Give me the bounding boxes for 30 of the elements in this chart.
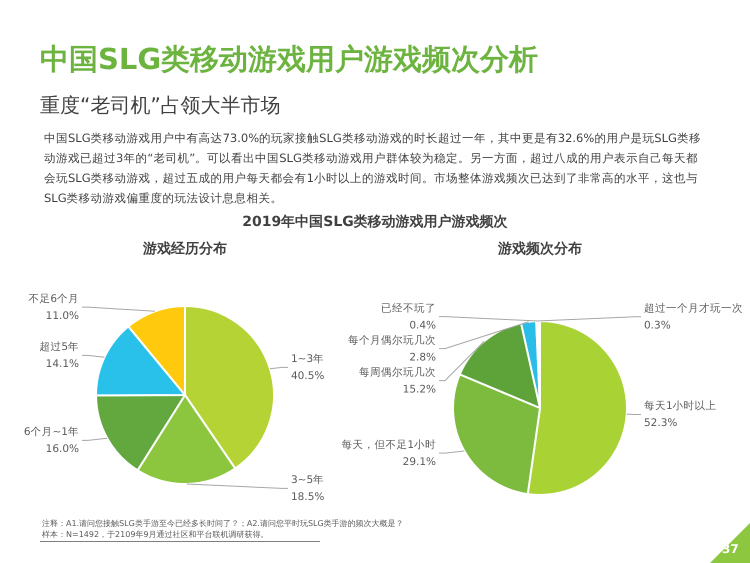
text: 重度“老司机”占领大半市场 — [40, 92, 281, 119]
data-label: 0.4% — [409, 319, 436, 332]
data-label: 15.2% — [402, 383, 436, 396]
text: 中国SLG类移动游戏用户中有高达73.0%的玩家接触SLG类移动游戏的时长超过一年，其中更是有32.6%的用户是玩SLG类移动游戏已超过3年的“老司机”。可以看出中国SLG类移动游戏用户群体较为稳定。另一方面，超过八成的用户表示自己每天都会玩SLG类移动游戏，超过五成的用户每天都会有1小时以上的游戏时间。市场整体游戏频次已达到了非常高的水平，这也与SLG类移动游戏偏重度的玩法设计息息相关。 — [44, 130, 702, 207]
slice-label: 不足6个月 — [28, 292, 79, 305]
data-label: 29.1% — [402, 456, 436, 468]
text: 样本：N=1492，于2109年9月通过社区和平台联机调研获得。 — [42, 529, 268, 540]
data-label: 40.5% — [291, 370, 324, 382]
data-label: 2.8% — [409, 351, 436, 364]
chart-title: 游戏频次分布 — [497, 240, 583, 259]
data-label: 0.3% — [644, 319, 671, 332]
chart-title: 游戏经历分布 — [142, 240, 228, 259]
text: 注释：A1.请问您接触SLG类手游至今已经多长时间了？；A2.请问您平时玩SLG类手游的频次大概是？ — [42, 518, 404, 529]
data-label: 11.0% — [46, 310, 80, 322]
data-label: 18.5% — [291, 491, 324, 504]
text: 2019年中国SLG类移动游戏用户游戏频次 — [241, 213, 509, 231]
slice-label: 3~5年 — [291, 474, 324, 486]
data-label: 14.1% — [46, 358, 80, 370]
slice-label: 超过一个月才玩一次 — [644, 301, 743, 314]
data-label: 52.3% — [644, 417, 678, 430]
slice-label: 1~3年 — [291, 353, 324, 366]
slice-label: 6个月~1年 — [24, 426, 79, 438]
text: 中国SLG类移动游戏用户游戏频次分析 — [40, 41, 538, 78]
slice-label: 已经不玩了 — [381, 302, 436, 314]
slice-label: 每天，但不足1小时 — [341, 438, 436, 451]
data-label: 16.0% — [46, 443, 80, 456]
slice-label: 每个月偶尔玩几次 — [348, 334, 436, 346]
slice-label: 每天1小时以上 — [644, 399, 717, 412]
slice-label: 每周偶尔玩几次 — [359, 366, 436, 378]
slice-label: 超过5年 — [39, 340, 79, 354]
